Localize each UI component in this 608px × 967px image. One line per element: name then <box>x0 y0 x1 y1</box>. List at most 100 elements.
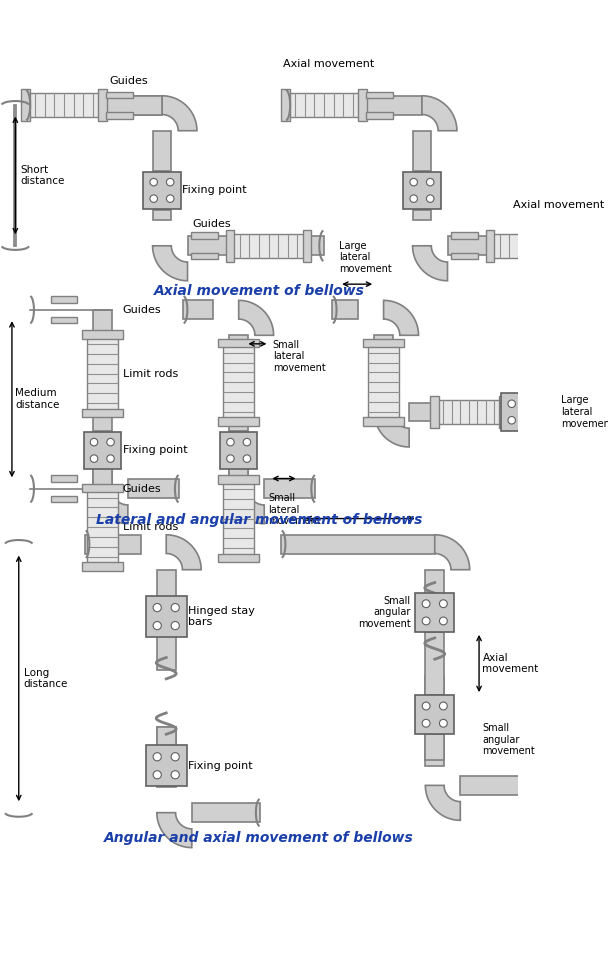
Circle shape <box>525 417 532 424</box>
Polygon shape <box>426 785 460 820</box>
Bar <box>426 632 444 695</box>
Circle shape <box>107 454 114 462</box>
Circle shape <box>410 195 418 202</box>
Bar <box>426 676 444 766</box>
Bar <box>15 105 16 246</box>
Circle shape <box>422 702 430 710</box>
Bar <box>51 495 77 503</box>
Text: Large
lateral
movement: Large lateral movement <box>339 241 392 274</box>
Circle shape <box>153 752 161 761</box>
Circle shape <box>243 454 250 462</box>
Polygon shape <box>422 96 457 131</box>
Bar <box>83 431 121 469</box>
Bar <box>223 480 254 558</box>
Text: Axial movement: Axial movement <box>513 200 604 210</box>
Bar <box>362 96 422 114</box>
Circle shape <box>422 617 430 625</box>
Text: Fixing point: Fixing point <box>182 186 247 195</box>
Bar <box>98 89 106 121</box>
Bar <box>501 394 539 430</box>
Bar <box>415 695 454 734</box>
Circle shape <box>227 454 234 462</box>
Bar <box>218 475 260 484</box>
Bar <box>490 234 567 258</box>
Bar <box>374 336 393 343</box>
Bar <box>447 236 490 255</box>
Bar <box>220 431 257 469</box>
Bar <box>223 343 254 422</box>
Circle shape <box>150 178 157 186</box>
Bar <box>409 402 435 422</box>
Bar <box>486 230 494 262</box>
Circle shape <box>440 617 447 625</box>
Bar <box>286 93 362 117</box>
Bar <box>93 413 112 430</box>
Bar <box>187 236 230 255</box>
Bar <box>157 636 176 670</box>
Circle shape <box>440 719 447 727</box>
Bar <box>426 570 444 596</box>
Circle shape <box>153 622 161 630</box>
Bar <box>146 746 187 786</box>
Text: Guides: Guides <box>123 305 161 314</box>
Bar <box>183 301 213 319</box>
Circle shape <box>171 603 179 612</box>
Circle shape <box>171 622 179 630</box>
Bar <box>303 230 311 262</box>
Text: Short
distance: Short distance <box>21 164 65 187</box>
Bar <box>229 463 248 558</box>
Circle shape <box>426 195 434 202</box>
Polygon shape <box>153 246 187 280</box>
Bar <box>282 535 435 553</box>
Text: Large
lateral
movement: Large lateral movement <box>561 396 608 428</box>
Polygon shape <box>413 246 447 280</box>
Circle shape <box>171 752 179 761</box>
Circle shape <box>440 702 447 710</box>
Bar <box>218 553 260 562</box>
Polygon shape <box>162 96 197 131</box>
Bar <box>81 484 123 492</box>
Bar <box>229 422 248 430</box>
Text: Small
angular
movement: Small angular movement <box>358 596 411 629</box>
Bar <box>363 417 404 425</box>
Polygon shape <box>239 301 274 336</box>
Bar <box>499 396 507 428</box>
Bar <box>128 480 179 498</box>
Bar <box>157 726 176 751</box>
Circle shape <box>150 195 157 202</box>
Bar <box>365 92 393 99</box>
Text: Limit rods: Limit rods <box>123 522 178 532</box>
Bar <box>106 92 133 99</box>
Polygon shape <box>166 535 201 570</box>
Circle shape <box>153 603 161 612</box>
Polygon shape <box>374 412 409 447</box>
Circle shape <box>525 400 532 407</box>
Bar <box>368 343 399 422</box>
Bar <box>460 776 533 795</box>
Circle shape <box>107 438 114 446</box>
Bar <box>81 562 123 571</box>
Text: Angular and axial movement of bellows: Angular and axial movement of bellows <box>104 832 414 845</box>
Bar <box>226 230 235 262</box>
Bar <box>218 417 260 425</box>
Circle shape <box>167 178 174 186</box>
Bar <box>567 236 584 255</box>
Bar <box>21 89 30 121</box>
Text: Medium
distance: Medium distance <box>15 389 60 410</box>
Bar <box>146 596 187 637</box>
Bar <box>51 316 77 323</box>
Bar <box>363 338 404 347</box>
Bar <box>229 470 248 480</box>
Bar <box>192 804 260 822</box>
Bar <box>307 236 324 255</box>
Polygon shape <box>157 812 192 848</box>
Bar <box>93 309 112 335</box>
Bar <box>358 89 367 121</box>
Bar <box>562 230 571 262</box>
Circle shape <box>426 178 434 186</box>
Text: Hinged stay
bars: Hinged stay bars <box>188 605 255 628</box>
Bar <box>81 330 123 338</box>
Bar <box>87 488 117 567</box>
Circle shape <box>410 178 418 186</box>
Polygon shape <box>435 535 470 570</box>
